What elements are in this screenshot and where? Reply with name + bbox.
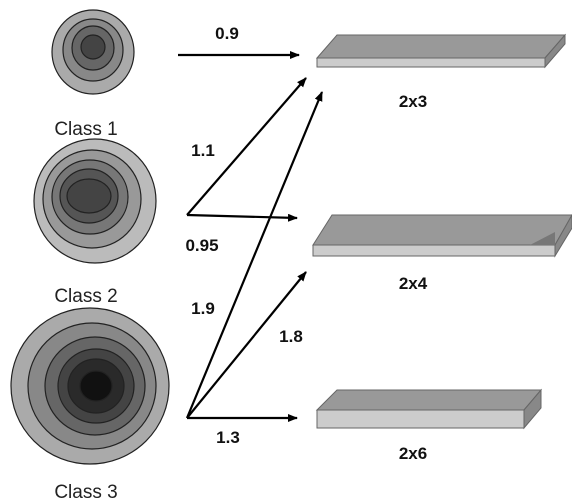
edge-label: 0.9 bbox=[215, 24, 239, 43]
class-label: Class 3 bbox=[54, 482, 117, 503]
class-label: Class 1 bbox=[54, 119, 117, 140]
edge-label: 0.95 bbox=[185, 236, 218, 255]
board-label: 2x4 bbox=[399, 274, 428, 293]
board-2x4 bbox=[313, 215, 572, 256]
edge-label: 1.3 bbox=[216, 428, 240, 447]
class-label: Class 2 bbox=[54, 286, 117, 307]
class-2-contour bbox=[34, 139, 156, 263]
arrow bbox=[187, 215, 297, 218]
edge-label: 1.9 bbox=[191, 299, 215, 318]
edge-label: 1.1 bbox=[191, 141, 215, 160]
edge-label: 1.8 bbox=[279, 327, 303, 346]
board-label: 2x3 bbox=[399, 92, 427, 111]
board-2x3 bbox=[317, 35, 565, 67]
board-label: 2x6 bbox=[399, 444, 427, 463]
class-3-contour bbox=[11, 308, 169, 464]
class-1-contour bbox=[52, 10, 134, 94]
board-2x6 bbox=[317, 390, 541, 428]
diagram: Class 1 Class 2 Class 3 2x3 2x4 2x6 0.9 … bbox=[0, 0, 572, 504]
